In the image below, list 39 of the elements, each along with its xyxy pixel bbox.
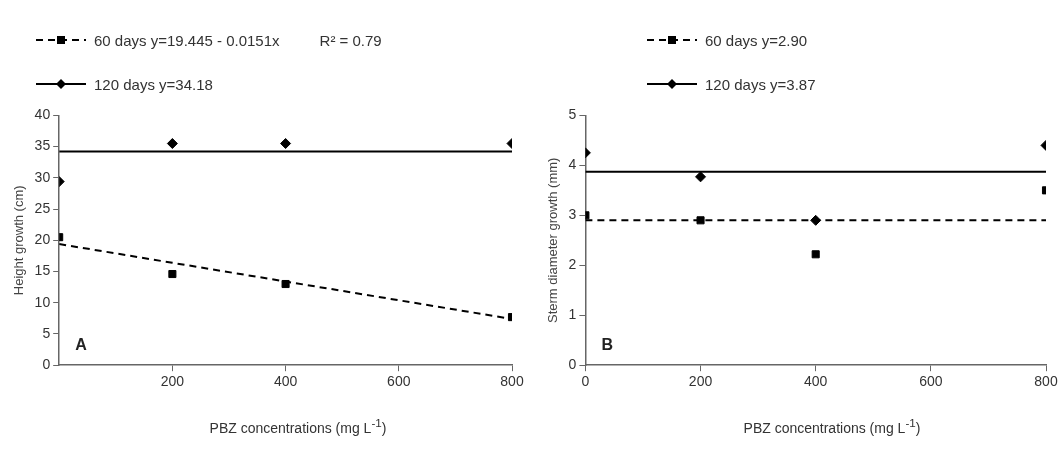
y-tick-label: 25 xyxy=(34,199,51,216)
x-tick-label: 200 xyxy=(160,373,185,390)
x-tick-label: 600 xyxy=(387,373,411,390)
legend-label: 60 days y=19.445 - 0.0151x xyxy=(94,31,280,49)
y-tick-label: 4 xyxy=(568,156,577,173)
x-tick-label: 400 xyxy=(804,373,828,390)
legend-label: 120 days y=34.18 xyxy=(94,75,213,93)
y-tick-label: 1 xyxy=(568,306,577,323)
x-axis-title: PBZ concentrations (mg L$^{-1}$) xyxy=(742,416,922,436)
y-tick-label: 10 xyxy=(34,293,51,310)
y-tick-label: 2 xyxy=(568,256,577,273)
point xyxy=(811,250,820,259)
point xyxy=(281,279,290,289)
text: R² = 0.79 xyxy=(319,31,382,49)
y-tick-label: 3 xyxy=(568,206,577,223)
x-tick-label: 800 xyxy=(1034,373,1058,390)
y-tick-label: 40 xyxy=(34,106,51,123)
y-tick-label: 5 xyxy=(568,106,577,123)
y-tick-label: 0 xyxy=(42,356,51,373)
y-axis-title: Sterm diameter growth (mm) xyxy=(545,157,561,324)
x-tick-label: 800 xyxy=(500,373,524,390)
y-tick-label: 30 xyxy=(34,168,51,185)
legend-label: 120 days y=3.87 xyxy=(705,75,816,93)
y-tick-label: 35 xyxy=(34,137,51,154)
y-tick-label: 15 xyxy=(34,262,51,279)
point xyxy=(168,269,177,279)
x-tick-label: 200 xyxy=(688,373,713,390)
legend-label: 60 days y=2.90 xyxy=(705,31,808,49)
y-axis-title: Height growth (cm) xyxy=(11,185,27,296)
y-tick-label: 0 xyxy=(568,356,577,373)
annotation: A xyxy=(75,335,88,353)
x-tick-label: 0 xyxy=(581,373,590,390)
annotation: B xyxy=(601,335,613,353)
x-tick-label: 600 xyxy=(919,373,943,390)
y-tick-label: 5 xyxy=(42,324,51,341)
x-tick-label: 400 xyxy=(273,373,298,390)
x-axis-title: PBZ concentrations (mg L$^{-1}$) xyxy=(208,416,388,436)
y-tick-label: 20 xyxy=(34,231,51,248)
point xyxy=(696,216,705,225)
